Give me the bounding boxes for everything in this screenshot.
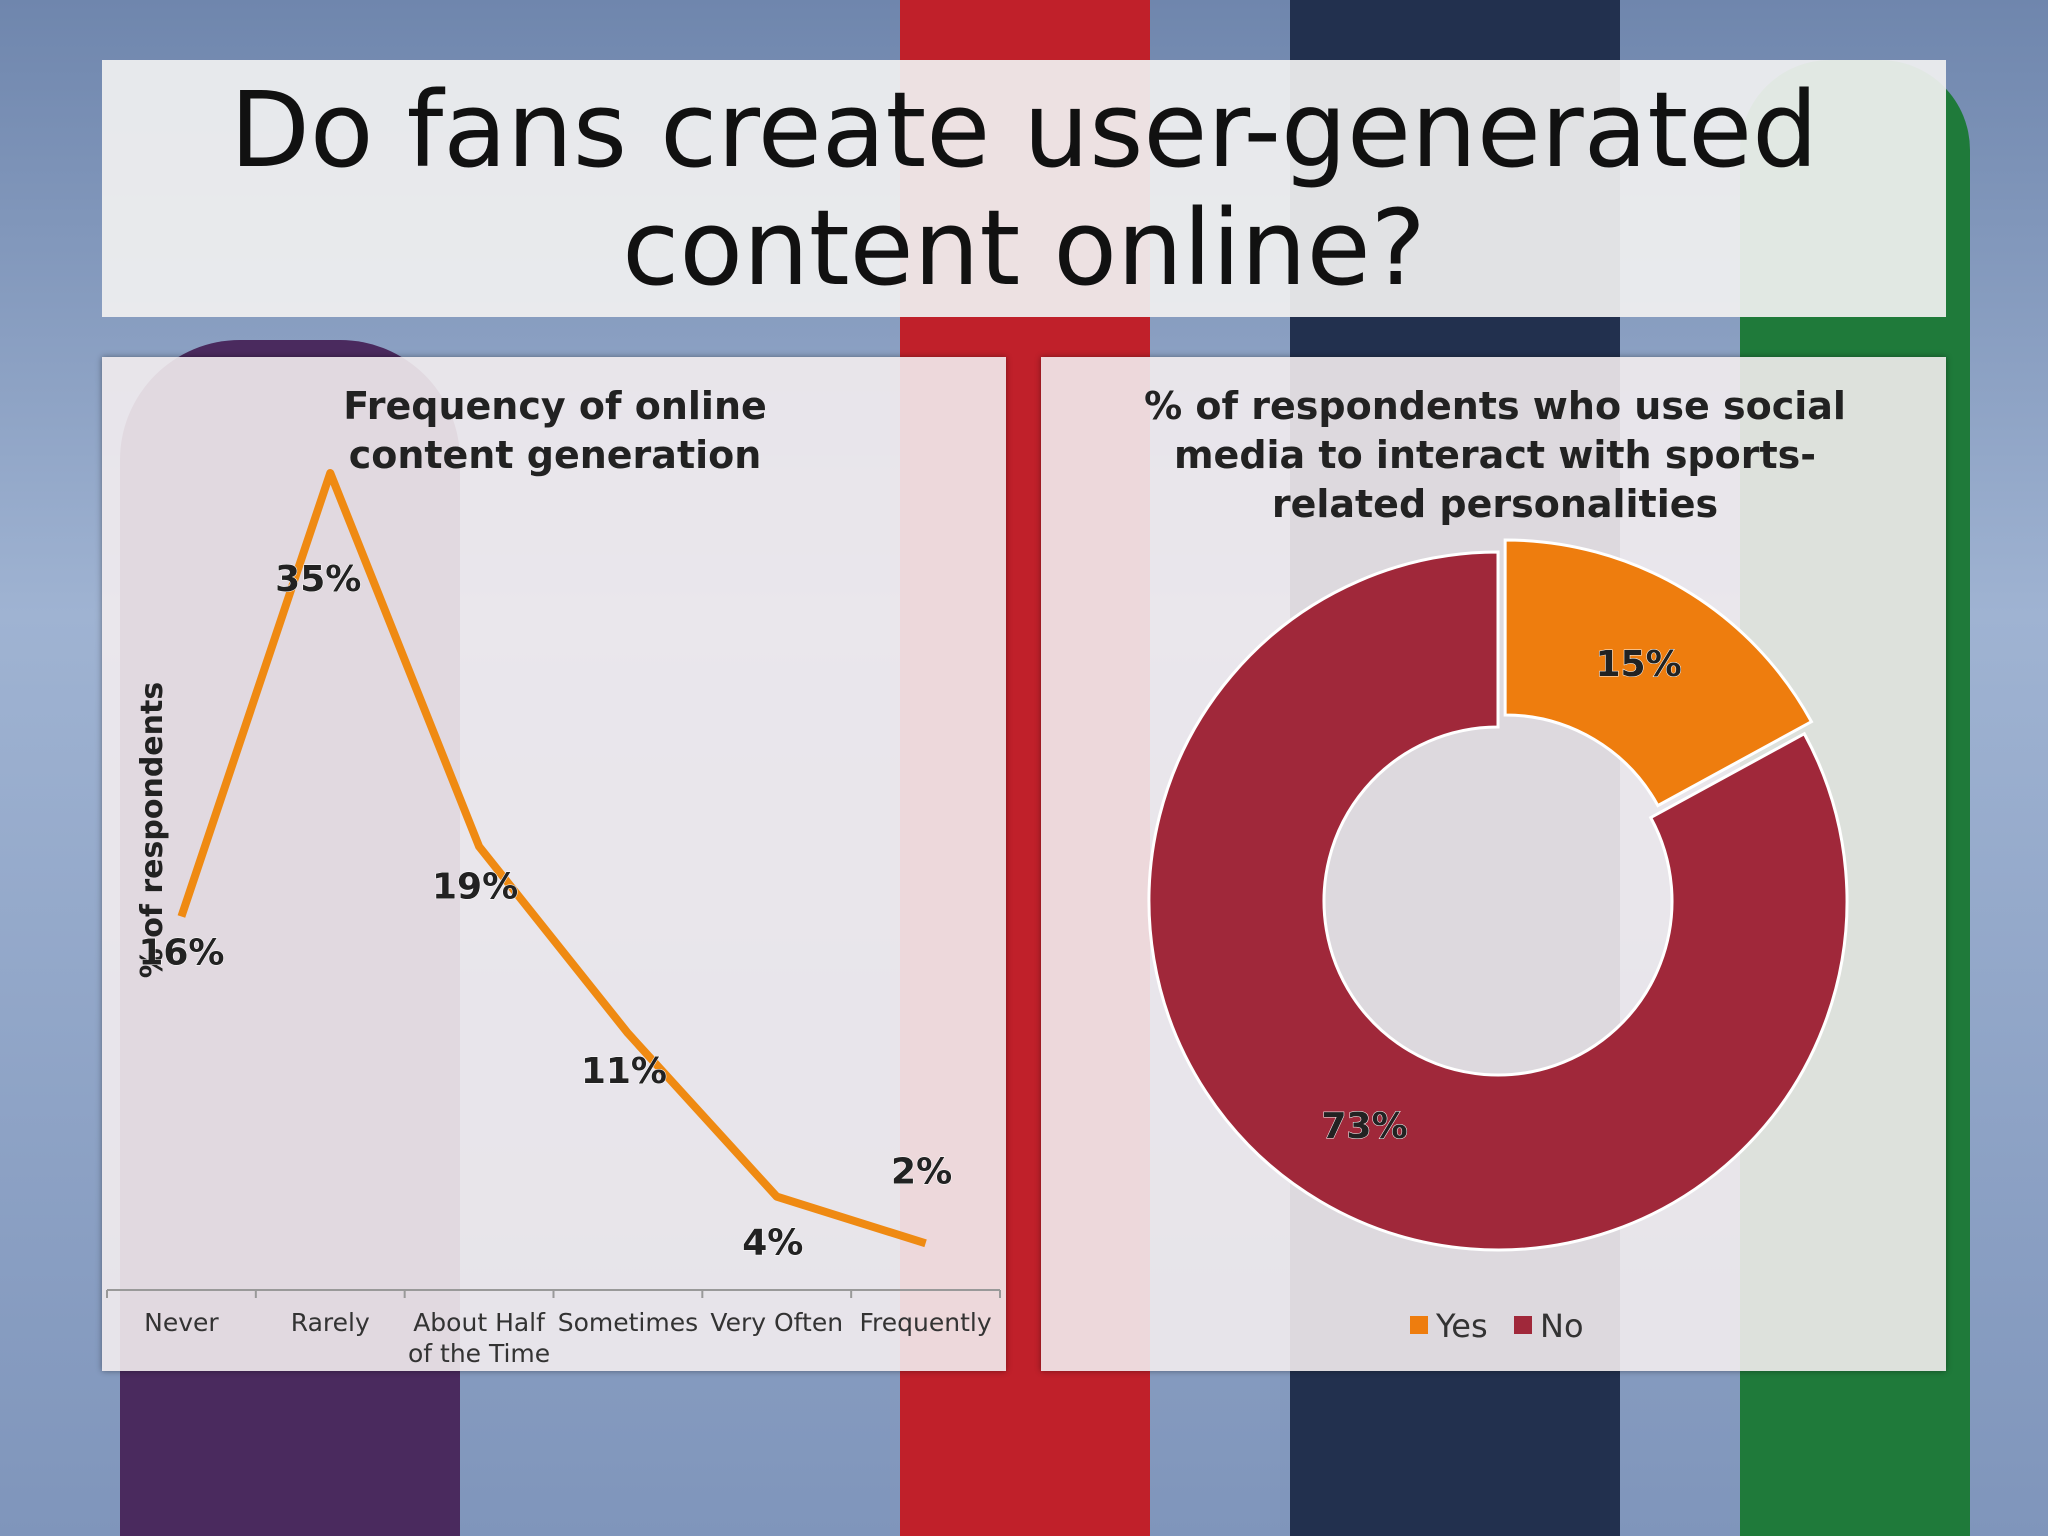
data-label: 73%	[1321, 1106, 1407, 1147]
data-label: 16%	[138, 933, 224, 974]
data-label: 19%	[432, 866, 518, 907]
legend-swatch	[1514, 1316, 1532, 1334]
chart-panel	[102, 357, 1006, 1371]
x-tick-label: Frequently	[859, 1308, 992, 1337]
data-label: 2%	[891, 1151, 952, 1192]
data-label: 15%	[1595, 644, 1681, 685]
x-tick-label: Very Often	[710, 1308, 844, 1337]
data-label: 11%	[581, 1051, 667, 1092]
line	[177, 469, 927, 1248]
x-tick-label: Never	[144, 1308, 219, 1337]
slide-title: Do fans create user-generated content on…	[102, 60, 1946, 317]
donut-slice	[1503, 538, 1814, 808]
chart-title: % of respondents who use social media to…	[1144, 384, 1846, 526]
x-tick-label: Rarely	[290, 1308, 370, 1337]
x-tick-label: About Half of the Time	[407, 1308, 551, 1368]
legend-swatch	[1410, 1316, 1428, 1334]
donut-slice	[1147, 550, 1849, 1252]
data-label: 35%	[275, 559, 361, 600]
legend-label: No	[1540, 1307, 1584, 1345]
legend-label: Yes	[1435, 1307, 1488, 1345]
data-label: 4%	[742, 1223, 803, 1264]
x-tick-label: Sometimes	[557, 1308, 699, 1337]
chart-title: Frequency of online content generation	[343, 384, 767, 477]
y-axis-label: % of respondents	[135, 682, 170, 978]
